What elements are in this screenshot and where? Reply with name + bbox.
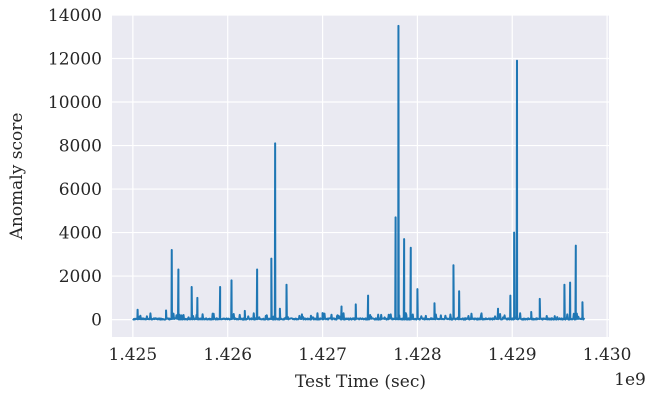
spike-peak-point <box>569 281 571 284</box>
spike-peak-point <box>256 268 258 271</box>
spike-peak-point <box>416 288 419 290</box>
x-tick-label: 1.430 <box>583 345 632 365</box>
spike-peak-point <box>397 25 400 27</box>
x-tick-label: 1.425 <box>109 345 158 365</box>
spike-peak-point <box>513 231 515 234</box>
spike-peak-point <box>285 283 288 286</box>
spike-peak-point <box>190 286 193 288</box>
spike-peak-point <box>243 310 246 312</box>
x-tick-label: 1.427 <box>298 345 347 365</box>
spike-peak-point <box>279 307 281 310</box>
series-line <box>132 24 586 321</box>
x-tick-label: 1.428 <box>393 345 442 365</box>
x-axis-label: Test Time (sec) <box>295 372 426 392</box>
spike-peak-point <box>509 294 512 297</box>
x-tick-label: 1.429 <box>488 345 537 365</box>
x-tick-labels: 1.425 1.426 1.427 1.428 1.429 1.430 <box>109 345 632 365</box>
spike-peak-point <box>196 297 199 299</box>
spike-peak-point <box>575 244 577 247</box>
x-tick-label: 1.426 <box>203 345 252 365</box>
spike-peak-point <box>354 303 357 306</box>
y-tick-label: 10000 <box>48 93 102 113</box>
y-tick-label: 0 <box>91 311 102 331</box>
spike-peak-point <box>433 302 436 305</box>
spike-peak-point <box>219 286 221 288</box>
plot-background <box>112 15 609 337</box>
spike-peak-point <box>452 264 455 267</box>
spike-peak-point <box>458 290 460 293</box>
spike-peak-point <box>530 311 533 313</box>
spike-peak-point <box>538 298 541 300</box>
y-tick-label: 14000 <box>48 6 102 26</box>
y-tick-labels: 0 2000 4000 6000 8000 10000 12000 14000 <box>48 6 102 331</box>
spike-peak-point <box>165 309 167 312</box>
y-tick-label: 2000 <box>59 267 102 287</box>
spike-peak-point <box>177 268 180 271</box>
spike-peak-point <box>497 307 499 310</box>
y-tick-label: 8000 <box>59 137 102 157</box>
spike-peak-point <box>403 238 405 240</box>
y-tick-label: 6000 <box>59 180 102 200</box>
x-axis-offset-label: 1e9 <box>614 370 646 390</box>
spike-peak-point <box>581 301 584 303</box>
grid-lines <box>112 14 609 337</box>
spike-peak-point <box>340 305 343 308</box>
spike-peak-point <box>270 257 273 260</box>
series-anomaly-score <box>132 24 586 321</box>
spike-peak-point <box>170 249 173 251</box>
spike-peak-point <box>367 294 369 297</box>
y-axis-label: Anomaly score <box>7 113 27 241</box>
y-tick-label: 4000 <box>59 224 102 244</box>
spike-peak-point <box>136 309 139 311</box>
spike-peak-point <box>230 279 233 282</box>
spike-peak-point <box>321 312 324 314</box>
spike-peak-point <box>274 142 276 145</box>
spike-peak-point <box>563 283 566 286</box>
spike-peak-point <box>516 59 518 62</box>
spike-peak-point <box>394 216 397 219</box>
spike-peak-point <box>409 246 412 249</box>
y-tick-label: 12000 <box>48 50 102 70</box>
